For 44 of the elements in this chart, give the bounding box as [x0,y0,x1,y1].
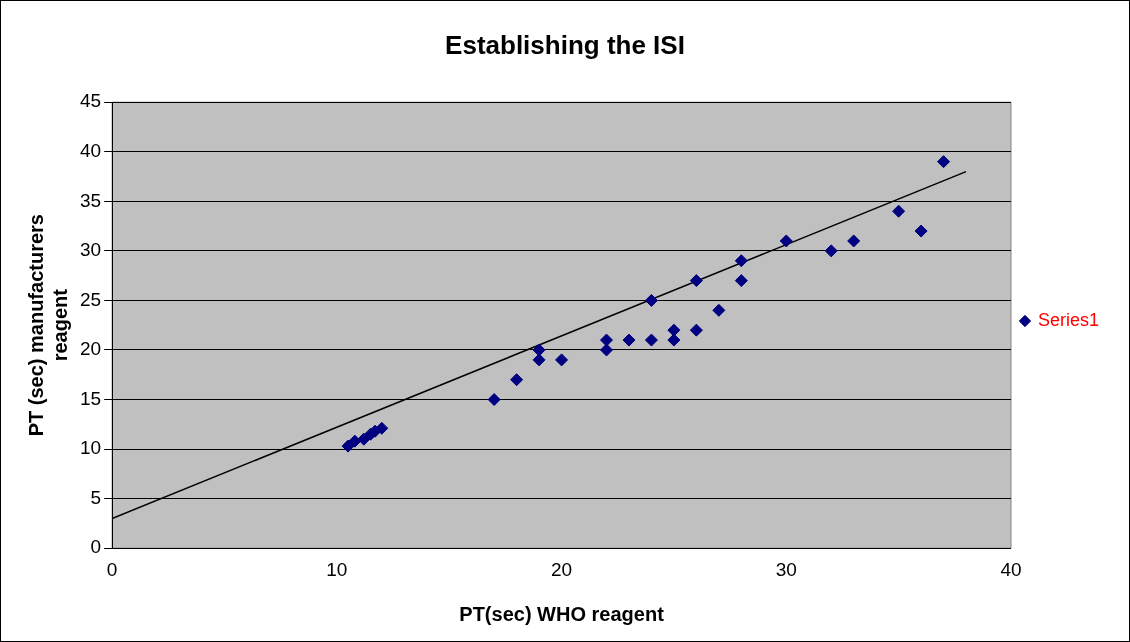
point [348,434,362,448]
y-tick-label: 20 [79,338,102,360]
point [532,343,546,357]
point [667,323,681,337]
x-tick-label: 10 [326,558,348,580]
point [824,244,838,258]
point [734,274,748,288]
chart-title: Establishing the ISI [445,29,685,60]
point [892,204,906,218]
y-tick-label: 10 [79,437,102,459]
point [937,155,951,169]
point [667,333,681,347]
point [689,323,703,337]
y-axis-title: PT (sec) manufacturers reagent [24,214,71,437]
point [375,421,389,435]
point [622,333,636,347]
point [644,293,658,307]
y-tick-label: 40 [79,139,102,161]
x-axis-title: PT(sec) WHO reagent [459,602,665,625]
point [914,224,928,238]
y-tick-label: 30 [79,239,102,261]
point [555,353,569,367]
x-tick-label: 0 [106,558,118,580]
point [532,353,546,367]
point [599,343,613,357]
x-tick-label: 30 [775,558,797,580]
point [510,373,524,387]
point [847,234,861,248]
y-tick-label: 5 [90,486,102,508]
point [734,254,748,268]
legend-label: Series1 [1037,309,1099,330]
y-tick-label: 25 [79,288,102,310]
point [644,333,658,347]
y-tick-label: 15 [79,387,102,409]
x-tick-label: 20 [550,558,573,580]
point [712,303,726,317]
point [599,333,613,347]
y-tick-label: 35 [79,189,102,211]
y-tick-label: 45 [79,90,102,112]
point [779,234,793,248]
point [487,393,501,407]
y-tick-label: 0 [90,536,102,558]
point [689,274,703,288]
x-tick-label: 40 [1000,558,1022,580]
